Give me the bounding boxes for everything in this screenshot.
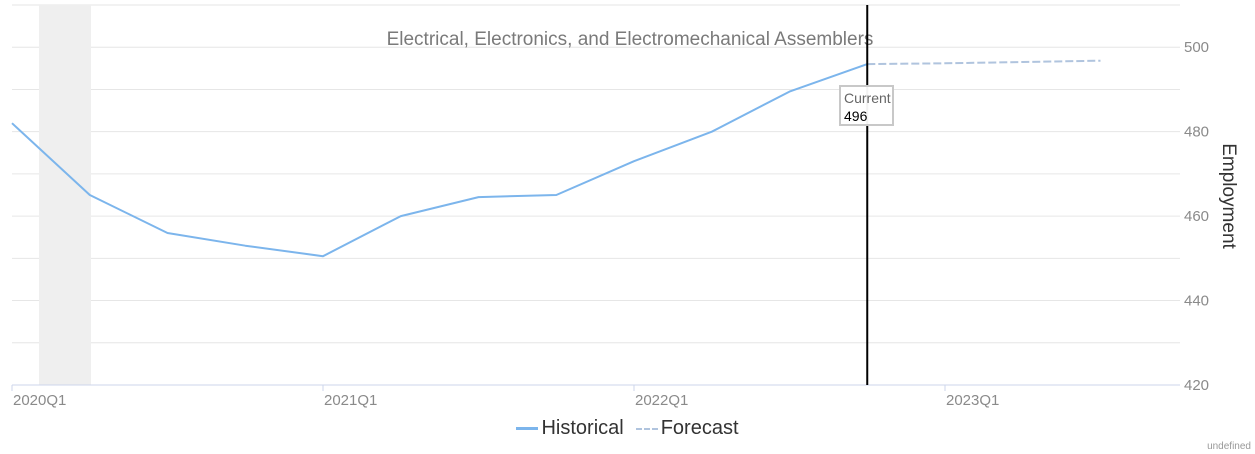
y-tick-label: 440 (1184, 293, 1209, 310)
x-tick-label: 2022Q1 (635, 392, 688, 409)
recession-band (39, 5, 91, 385)
legend-swatch-historical (516, 427, 539, 430)
data-point-historical (709, 129, 715, 135)
y-tick-label: 460 (1184, 208, 1209, 225)
data-point-forecast (942, 60, 948, 66)
legend-label-forecast: Forecast (660, 417, 739, 439)
legend-swatch-forecast (635, 427, 658, 430)
y-axis-label: Employment (1218, 143, 1239, 249)
legend-label-historical: Historical (541, 417, 624, 439)
y-tick-label: 500 (1184, 39, 1209, 56)
grid-lines (12, 4, 1180, 344)
y-tick-label: 480 (1184, 124, 1209, 141)
x-tick-label: 2021Q1 (324, 392, 377, 409)
credit-text: undefined (1207, 441, 1251, 452)
data-point-forecast (1098, 58, 1104, 64)
data-point-historical (553, 192, 559, 198)
series-group (9, 58, 1104, 259)
legend: Historical Forecast (0, 417, 1255, 440)
data-point-historical (631, 158, 637, 164)
y-tick-label: 420 (1184, 377, 1209, 394)
data-point-historical (787, 89, 793, 95)
data-point-historical (87, 192, 93, 198)
x-axis-ticks: 2020Q1 2021Q1 2022Q1 2023Q1 (11, 385, 999, 409)
tooltip-value: 496 (844, 108, 868, 124)
chart-title: Electrical, Electronics, and Electromech… (387, 29, 874, 50)
legend-item-forecast[interactable]: Forecast (635, 417, 739, 440)
series-line-historical (11, 63, 868, 258)
x-tick-label: 2020Q1 (13, 392, 66, 409)
y-axis-ticks: 420 440 460 480 500 (1184, 39, 1209, 394)
series-line-forecast (867, 59, 1101, 66)
data-point-historical (320, 253, 326, 259)
data-point-historical (476, 194, 482, 200)
current-tooltip: Current 496 (839, 85, 894, 126)
data-point-forecast (1020, 59, 1026, 65)
x-tick-label: 2023Q1 (946, 392, 999, 409)
data-point-historical (9, 120, 15, 126)
legend-item-historical[interactable]: Historical (516, 417, 624, 440)
data-point-historical (165, 230, 171, 236)
tooltip-label: Current (844, 90, 891, 106)
data-point-historical (398, 213, 404, 219)
data-point-historical (242, 243, 248, 249)
